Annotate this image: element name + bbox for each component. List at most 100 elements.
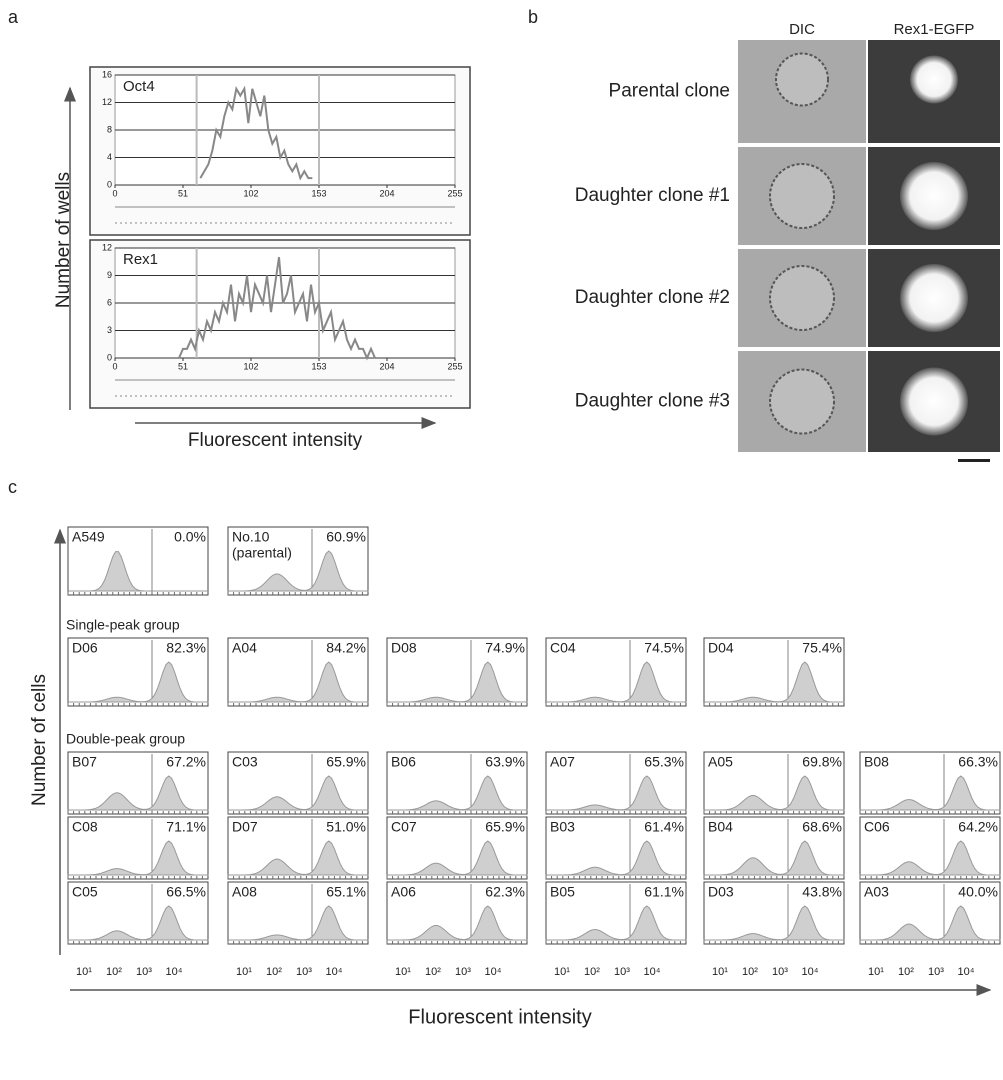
x-tick-label: 10⁴ <box>958 966 975 978</box>
x-tick-label: 10³ <box>614 966 630 978</box>
figure: a b c Number of wells Fluorescent intensity 0… <box>0 0 1003 1080</box>
percent-label: 74.9% <box>485 640 525 656</box>
y-tick-label: 6 <box>107 297 112 307</box>
clone-name: C06 <box>864 819 890 835</box>
x-tick-label: 10³ <box>772 966 788 978</box>
percent-label: 60.9% <box>326 529 366 545</box>
y-axis-label: Number of wells <box>53 172 74 308</box>
x-tick-label: 10¹ <box>395 966 411 978</box>
x-tick-label: 204 <box>379 361 394 371</box>
clone-name: C04 <box>550 640 576 656</box>
y-tick-label: 0 <box>107 352 112 362</box>
clone-name: C05 <box>72 884 98 900</box>
cell-colony <box>770 370 834 434</box>
percent-label: 62.3% <box>485 884 525 900</box>
chart-title: Oct4 <box>123 78 155 95</box>
row-label: Parental clone <box>609 81 730 102</box>
fluorescent-colony <box>900 264 968 332</box>
y-axis-label: Number of cells <box>29 674 50 806</box>
percent-label: 67.2% <box>166 754 206 770</box>
clone-name: C08 <box>72 819 98 835</box>
percent-label: 65.9% <box>326 754 366 770</box>
x-tick-label: 10³ <box>136 966 152 978</box>
percent-label: 75.4% <box>802 640 842 656</box>
x-tick-label: 153 <box>311 361 326 371</box>
x-axis-label: Fluorescent intensity <box>188 430 363 451</box>
y-tick-label: 16 <box>102 69 112 79</box>
percent-label: 0.0% <box>174 529 206 545</box>
clone-name: B04 <box>708 819 733 835</box>
x-tick-label: 51 <box>178 188 188 198</box>
x-tick-label: 10¹ <box>76 966 92 978</box>
x-tick-label: 10³ <box>455 966 471 978</box>
group-label: Single-peak group <box>66 617 180 633</box>
cell-colony <box>770 164 834 228</box>
column-header: Rex1-EGFP <box>894 21 975 38</box>
y-tick-label: 3 <box>107 325 112 335</box>
x-tick-label: 0 <box>112 188 117 198</box>
clone-name: A549 <box>72 529 105 545</box>
clone-name: B08 <box>864 754 889 770</box>
clone-name: C07 <box>391 819 417 835</box>
x-tick-label: 153 <box>311 188 326 198</box>
x-tick-label: 255 <box>447 361 462 371</box>
y-tick-label: 8 <box>107 124 112 134</box>
cell-colony <box>770 266 834 330</box>
x-tick-label: 102 <box>243 361 258 371</box>
percent-label: 65.3% <box>644 754 684 770</box>
x-tick-label: 102 <box>243 188 258 198</box>
percent-label: 74.5% <box>644 640 684 656</box>
percent-label: 68.6% <box>802 819 842 835</box>
column-header: DIC <box>789 21 815 38</box>
clone-name: B03 <box>550 819 575 835</box>
clone-name: A08 <box>232 884 257 900</box>
clone-name: D07 <box>232 819 258 835</box>
x-tick-label: 10² <box>742 966 758 978</box>
fluorescent-colony <box>900 368 968 436</box>
x-tick-label: 10⁴ <box>166 966 183 978</box>
clone-name: D04 <box>708 640 734 656</box>
percent-label: 63.9% <box>485 754 525 770</box>
x-tick-label: 10⁴ <box>644 966 661 978</box>
percent-label: 84.2% <box>326 640 366 656</box>
x-tick-label: 10³ <box>296 966 312 978</box>
clone-name: B05 <box>550 884 575 900</box>
percent-label: 51.0% <box>326 819 366 835</box>
percent-label: 69.8% <box>802 754 842 770</box>
percent-label: 71.1% <box>166 819 206 835</box>
clone-name: B06 <box>391 754 416 770</box>
x-axis-label: Fluorescent intensity <box>408 1006 591 1028</box>
x-tick-label: 10¹ <box>712 966 728 978</box>
x-tick-label: 10¹ <box>868 966 884 978</box>
clone-name: A05 <box>708 754 733 770</box>
x-tick-label: 204 <box>379 188 394 198</box>
x-tick-label: 10⁴ <box>802 966 819 978</box>
clone-name: C03 <box>232 754 258 770</box>
x-tick-label: 10¹ <box>554 966 570 978</box>
y-tick-label: 9 <box>107 270 112 280</box>
y-tick-label: 0 <box>107 179 112 189</box>
panel-label: a <box>8 7 19 27</box>
row-label: Daughter clone #2 <box>575 287 730 308</box>
clone-name: A07 <box>550 754 575 770</box>
x-tick-label: 10² <box>425 966 441 978</box>
row-label: Daughter clone #3 <box>575 391 730 412</box>
y-tick-label: 12 <box>102 242 112 252</box>
cell-colony <box>776 54 828 106</box>
y-tick-label: 4 <box>107 152 112 162</box>
clone-name: D03 <box>708 884 734 900</box>
percent-label: 43.8% <box>802 884 842 900</box>
percent-label: 64.2% <box>958 819 998 835</box>
percent-label: 65.9% <box>485 819 525 835</box>
clone-name: No.10 <box>232 529 270 545</box>
percent-label: 40.0% <box>958 884 998 900</box>
panel-label: b <box>528 7 538 27</box>
clone-name: A03 <box>864 884 889 900</box>
clone-note: (parental) <box>232 545 292 561</box>
clone-name: B07 <box>72 754 97 770</box>
clone-name: A04 <box>232 640 257 656</box>
clone-name: D08 <box>391 640 417 656</box>
x-tick-label: 10² <box>584 966 600 978</box>
x-tick-label: 10⁴ <box>485 966 502 978</box>
panel-label: c <box>8 477 17 497</box>
